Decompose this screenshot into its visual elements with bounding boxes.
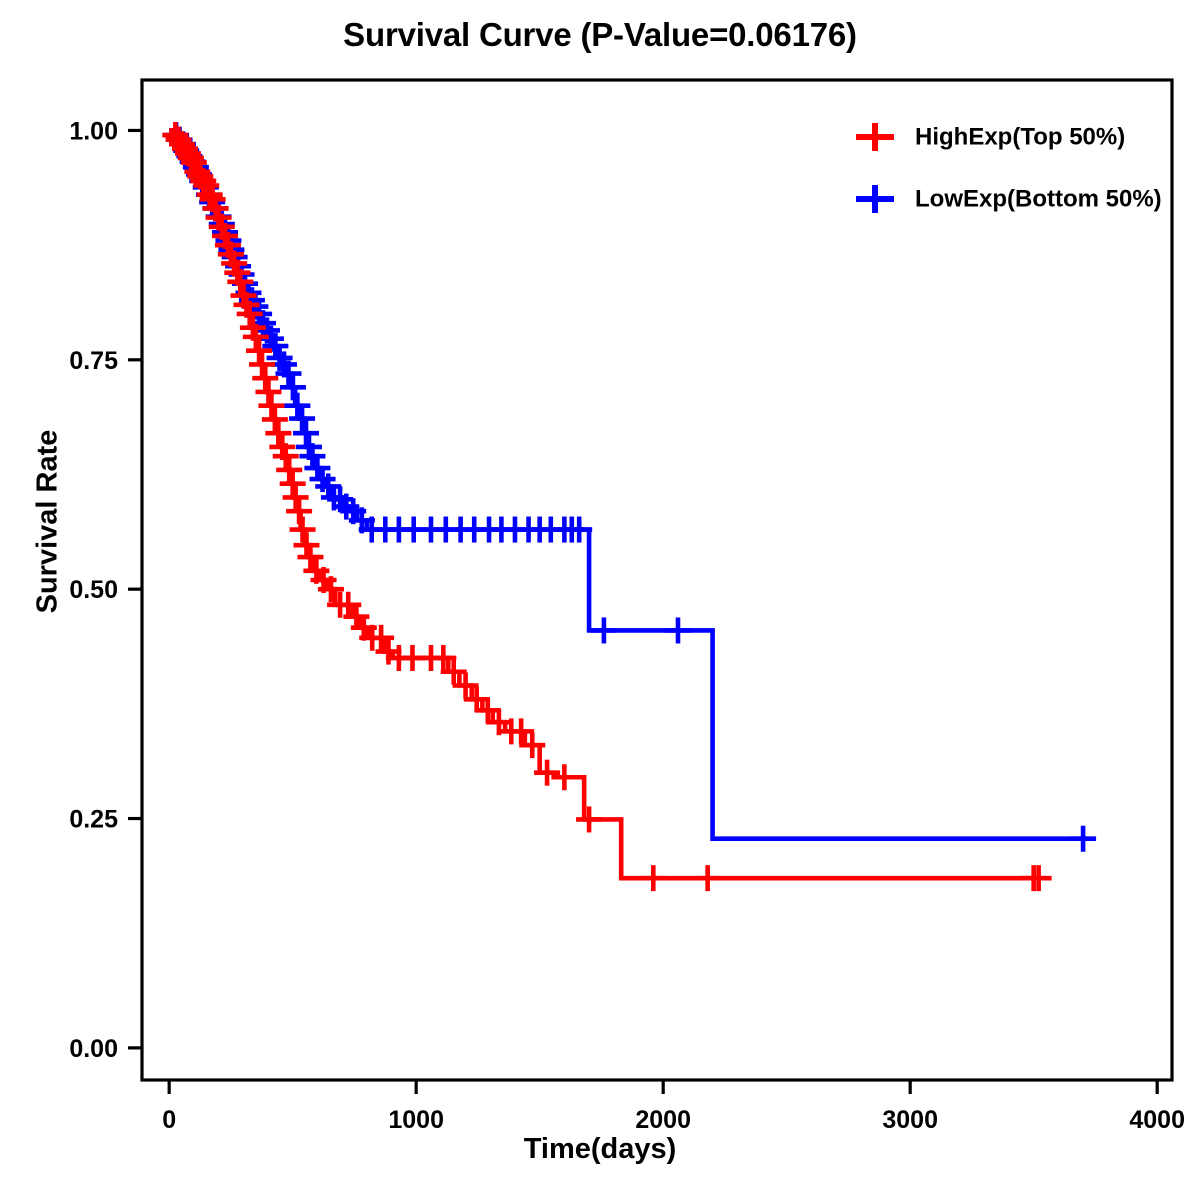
survival-step-line (169, 128, 1089, 842)
legend-label-high-exp: HighExp(Top 50%) (915, 123, 1125, 150)
x-axis-ticks (167, 1080, 1159, 1094)
x-tick-label: 2000 (635, 1106, 691, 1134)
y-tick-label: 0.25 (69, 806, 118, 834)
y-tick-label: 1.00 (69, 117, 118, 145)
x-axis-tick-labels: 0 1000 2000 3000 4000 (162, 1106, 1185, 1134)
y-axis-tick-labels: 0.00 0.25 0.50 0.75 1.00 (69, 117, 118, 1062)
y-tick-label: 0.75 (69, 347, 118, 375)
series-high-exp (162, 122, 1052, 892)
y-axis-ticks (128, 128, 142, 1050)
y-tick-label: 0.00 (69, 1035, 118, 1063)
plot-frame (140, 78, 1174, 1082)
x-tick-label: 4000 (1129, 1106, 1185, 1134)
y-axis-title: Survival Rate (31, 429, 64, 614)
x-tick-label: 3000 (882, 1106, 938, 1134)
series-low-exp (163, 122, 1097, 852)
x-tick-label: 1000 (388, 1106, 444, 1134)
legend: HighExp(Top 50%) LowExp(Bottom 50%) (856, 123, 1162, 213)
page-title: Survival Curve (P-Value=0.06176) (343, 16, 857, 53)
legend-label-low-exp: LowExp(Bottom 50%) (915, 185, 1162, 212)
x-axis-title: Time(days) (523, 1133, 677, 1165)
y-tick-label: 0.50 (69, 576, 118, 604)
x-tick-label: 0 (162, 1106, 176, 1134)
